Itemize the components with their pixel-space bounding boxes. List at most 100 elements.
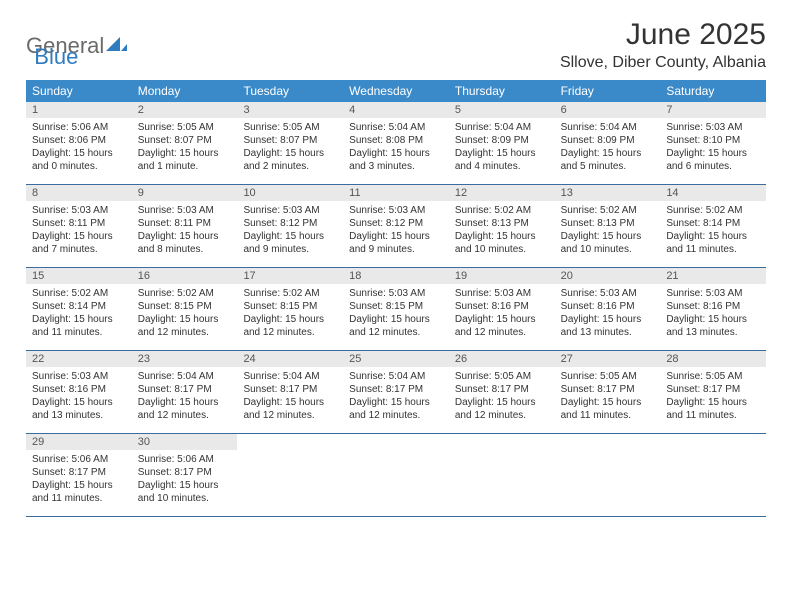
day-number: 14 [660, 185, 766, 201]
daylight-line: Daylight: 15 hours and 12 minutes. [138, 313, 232, 339]
daylight-line: Daylight: 15 hours and 1 minute. [138, 147, 232, 173]
day-cell: 16 Sunrise: 5:02 AMSunset: 8:15 PMDayligh… [132, 268, 238, 350]
sunrise-line: Sunrise: 5:03 AM [349, 287, 443, 300]
day-cell: 20Sunrise: 5:03 AMSunset: 8:16 PMDayligh… [555, 268, 661, 350]
day-cell: 17Sunrise: 5:02 AMSunset: 8:15 PMDayligh… [237, 268, 343, 350]
day-number: 16 [132, 268, 238, 284]
week-row: 22Sunrise: 5:03 AMSunset: 8:16 PMDayligh… [26, 351, 766, 434]
sunset-line: Sunset: 8:14 PM [666, 217, 760, 230]
daylight-line: Daylight: 15 hours and 8 minutes. [138, 230, 232, 256]
day-body: Sunrise: 5:02 AMSunset: 8:13 PMDaylight:… [555, 201, 661, 262]
sunset-line: Sunset: 8:16 PM [666, 300, 760, 313]
sunset-line: Sunset: 8:17 PM [349, 383, 443, 396]
day-number: 13 [555, 185, 661, 201]
logo-sail-icon [106, 35, 128, 58]
day-cell: 1Sunrise: 5:06 AMSunset: 8:06 PMDaylight… [26, 102, 132, 184]
sunrise-line: Sunrise: 5:03 AM [666, 287, 760, 300]
day-cell: 4Sunrise: 5:04 AMSunset: 8:08 PMDaylight… [343, 102, 449, 184]
day-cell: 9Sunrise: 5:03 AMSunset: 8:11 PMDaylight… [132, 185, 238, 267]
day-number: 23 [132, 351, 238, 367]
day-cell: 19Sunrise: 5:03 AMSunset: 8:16 PMDayligh… [449, 268, 555, 350]
day-body: Sunrise: 5:04 AMSunset: 8:17 PMDaylight:… [237, 367, 343, 428]
daylight-line: Daylight: 15 hours and 10 minutes. [561, 230, 655, 256]
day-number: 19 [449, 268, 555, 284]
day-cell: 23Sunrise: 5:04 AMSunset: 8:17 PMDayligh… [132, 351, 238, 433]
day-body: Sunrise: 5:03 AMSunset: 8:16 PMDaylight:… [449, 284, 555, 345]
day-body: Sunrise: 5:05 AMSunset: 8:17 PMDaylight:… [660, 367, 766, 428]
sunset-line: Sunset: 8:14 PM [32, 300, 126, 313]
day-cell: 13Sunrise: 5:02 AMSunset: 8:13 PMDayligh… [555, 185, 661, 267]
day-body: Sunrise: 5:04 AMSunset: 8:17 PMDaylight:… [132, 367, 238, 428]
day-body: Sunrise: 5:02 AMSunset: 8:15 PMDaylight:… [237, 284, 343, 345]
sunrise-line: Sunrise: 5:02 AM [561, 204, 655, 217]
sunset-line: Sunset: 8:15 PM [138, 300, 232, 313]
day-cell: 3Sunrise: 5:05 AMSunset: 8:07 PMDaylight… [237, 102, 343, 184]
sunset-line: Sunset: 8:15 PM [349, 300, 443, 313]
day-number: 21 [660, 268, 766, 284]
day-cell [237, 434, 343, 516]
sunset-line: Sunset: 8:07 PM [243, 134, 337, 147]
sunset-line: Sunset: 8:15 PM [243, 300, 337, 313]
weeks-container: 1Sunrise: 5:06 AMSunset: 8:06 PMDaylight… [26, 102, 766, 517]
title-block: June 2025 Sllove, Diber County, Albania [560, 18, 766, 72]
sunset-line: Sunset: 8:16 PM [561, 300, 655, 313]
sunset-line: Sunset: 8:09 PM [561, 134, 655, 147]
sunrise-line: Sunrise: 5:03 AM [349, 204, 443, 217]
header: General Blue June 2025 Sllove, Diber Cou… [26, 18, 766, 72]
day-body: Sunrise: 5:02 AMSunset: 8:13 PMDaylight:… [449, 201, 555, 262]
sunrise-line: Sunrise: 5:04 AM [561, 121, 655, 134]
day-number: 6 [555, 102, 661, 118]
daylight-line: Daylight: 15 hours and 12 minutes. [138, 396, 232, 422]
daylight-line: Daylight: 15 hours and 11 minutes. [666, 396, 760, 422]
daylight-line: Daylight: 15 hours and 11 minutes. [32, 313, 126, 339]
daylight-line: Daylight: 15 hours and 11 minutes. [666, 230, 760, 256]
sunrise-line: Sunrise: 5:06 AM [32, 453, 126, 466]
sunset-line: Sunset: 8:17 PM [32, 466, 126, 479]
day-body: Sunrise: 5:06 AMSunset: 8:17 PMDaylight:… [26, 450, 132, 511]
day-number: 26 [449, 351, 555, 367]
sunrise-line: Sunrise: 5:05 AM [666, 370, 760, 383]
sunrise-line: Sunrise: 5:05 AM [243, 121, 337, 134]
day-body: Sunrise: 5:04 AMSunset: 8:17 PMDaylight:… [343, 367, 449, 428]
day-number: 9 [132, 185, 238, 201]
sunrise-line: Sunrise: 5:05 AM [455, 370, 549, 383]
day-body: Sunrise: 5:03 AMSunset: 8:16 PMDaylight:… [26, 367, 132, 428]
day-number: 4 [343, 102, 449, 118]
day-number: 24 [237, 351, 343, 367]
logo-text-blue: Blue [34, 44, 78, 69]
sunrise-line: Sunrise: 5:03 AM [243, 204, 337, 217]
day-body: Sunrise: 5:02 AMSunset: 8:14 PMDaylight:… [26, 284, 132, 345]
day-cell [343, 434, 449, 516]
day-cell: 2Sunrise: 5:05 AMSunset: 8:07 PMDaylight… [132, 102, 238, 184]
daylight-line: Daylight: 15 hours and 10 minutes. [138, 479, 232, 505]
day-body: Sunrise: 5:06 AMSunset: 8:06 PMDaylight:… [26, 118, 132, 179]
daylight-line: Daylight: 15 hours and 6 minutes. [666, 147, 760, 173]
day-cell: 6 Sunrise: 5:04 AMSunset: 8:09 PMDaylight… [555, 102, 661, 184]
week-row: 8Sunrise: 5:03 AMSunset: 8:11 PMDaylight… [26, 185, 766, 268]
day-cell: 15Sunrise: 5:02 AMSunset: 8:14 PMDayligh… [26, 268, 132, 350]
daylight-line: Daylight: 15 hours and 12 minutes. [349, 396, 443, 422]
sunrise-line: Sunrise: 5:02 AM [138, 287, 232, 300]
day-cell: 7Sunrise: 5:03 AMSunset: 8:10 PMDaylight… [660, 102, 766, 184]
day-body: Sunrise: 5:03 AMSunset: 8:10 PMDaylight:… [660, 118, 766, 179]
sunrise-line: Sunrise: 5:04 AM [349, 370, 443, 383]
sunset-line: Sunset: 8:17 PM [666, 383, 760, 396]
sunrise-line: Sunrise: 5:05 AM [561, 370, 655, 383]
sunset-line: Sunset: 8:17 PM [243, 383, 337, 396]
sunrise-line: Sunrise: 5:05 AM [138, 121, 232, 134]
week-row: 15Sunrise: 5:02 AMSunset: 8:14 PMDayligh… [26, 268, 766, 351]
sunset-line: Sunset: 8:13 PM [561, 217, 655, 230]
sunrise-line: Sunrise: 5:02 AM [455, 204, 549, 217]
daylight-line: Daylight: 15 hours and 5 minutes. [561, 147, 655, 173]
week-row: 29Sunrise: 5:06 AMSunset: 8:17 PMDayligh… [26, 434, 766, 517]
sunset-line: Sunset: 8:08 PM [349, 134, 443, 147]
day-cell [660, 434, 766, 516]
calendar-page: General Blue June 2025 Sllove, Diber Cou… [0, 0, 792, 535]
day-number: 29 [26, 434, 132, 450]
day-body: Sunrise: 5:05 AMSunset: 8:17 PMDaylight:… [555, 367, 661, 428]
day-body: Sunrise: 5:03 AMSunset: 8:11 PMDaylight:… [132, 201, 238, 262]
day-cell: 11Sunrise: 5:03 AMSunset: 8:12 PMDayligh… [343, 185, 449, 267]
day-cell [449, 434, 555, 516]
day-body: Sunrise: 5:06 AMSunset: 8:17 PMDaylight:… [132, 450, 238, 511]
sunrise-line: Sunrise: 5:04 AM [243, 370, 337, 383]
